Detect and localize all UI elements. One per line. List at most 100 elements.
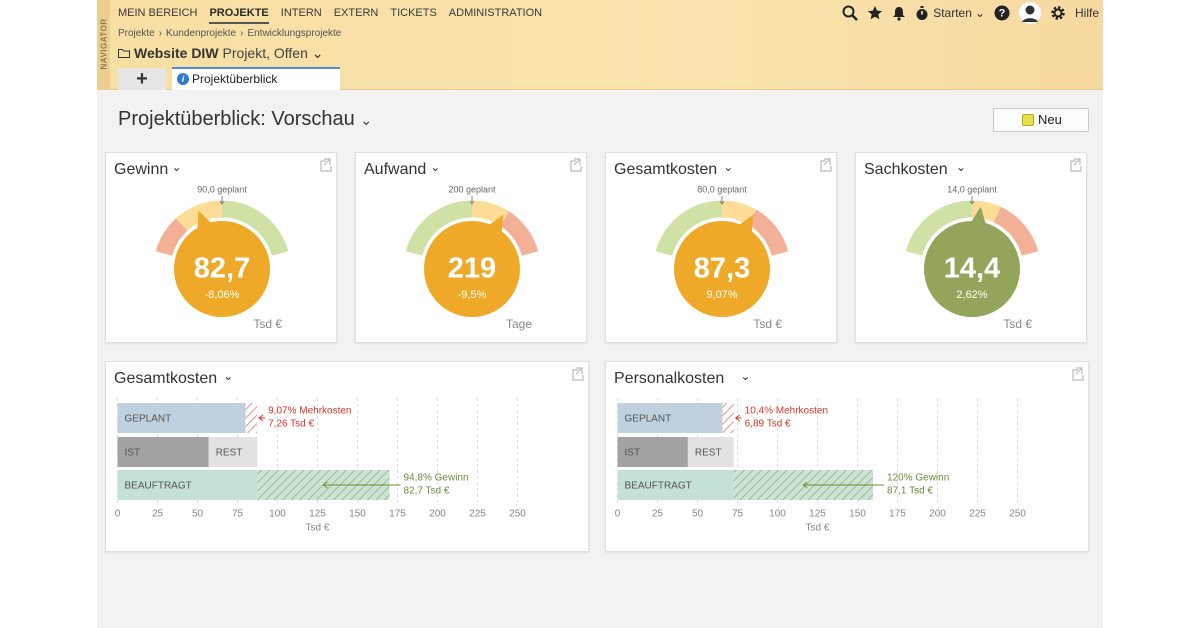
- chevron: ⌄: [172, 160, 182, 174]
- annotation: 9,07% Mehrkosten: [268, 406, 351, 417]
- main-nav: MEIN BEREICH PROJEKTE INTERN EXTERN TICK…: [118, 7, 542, 24]
- gauge-delta: 2,62%: [956, 289, 987, 301]
- annotation: 82,7 Tsd €: [404, 486, 450, 497]
- bar-segment: [617, 470, 734, 500]
- gauge-card: Gewinn ⌄ 90,0 geplant 82,7 -8,06% Tsd €: [105, 152, 337, 343]
- gauge-zone: [747, 209, 789, 257]
- x-axis-label: Tsd €: [806, 523, 830, 534]
- nav-item[interactable]: TICKETS: [390, 7, 437, 19]
- start-menu[interactable]: Starten: [933, 6, 972, 20]
- x-tick-label: 150: [849, 509, 866, 520]
- star-icon[interactable]: [867, 5, 883, 21]
- bar-segment: [208, 437, 258, 467]
- x-tick-label: 0: [115, 509, 121, 520]
- chevron: ⌄: [723, 160, 733, 174]
- segment-label: GEPLANT: [625, 414, 672, 425]
- project-title[interactable]: Website DIW Projekt, Offen ⌄: [118, 45, 324, 62]
- annotation-arrow: [258, 414, 266, 422]
- x-tick-label: 125: [809, 509, 826, 520]
- chevron: ⌄: [956, 160, 966, 174]
- tab[interactable]: i Projektüberblick: [172, 67, 340, 90]
- chevron: ⌄: [740, 369, 750, 383]
- card-title: Personalkosten: [614, 370, 724, 387]
- header: NAVIGATOR MEIN BEREICH PROJEKTE INTERN E…: [97, 0, 1103, 90]
- page-title[interactable]: Projektüberblick: Vorschau ⌄: [118, 108, 372, 131]
- new-icon: [1022, 114, 1034, 126]
- navigator[interactable]: NAVIGATOR: [97, 0, 110, 90]
- annotation: 94,8% Gewinn: [404, 473, 469, 484]
- settings-icon[interactable]: [1050, 5, 1066, 21]
- nav-item[interactable]: PROJEKTE: [209, 7, 269, 24]
- nav-item[interactable]: EXTERN: [333, 7, 379, 19]
- folder-icon: [118, 49, 130, 58]
- gauge-value: 14,4: [944, 253, 1000, 285]
- x-tick-label: 75: [732, 509, 744, 520]
- x-tick-label: 250: [509, 509, 526, 520]
- bar-segment: [117, 470, 258, 500]
- card-title: Gewinn: [114, 161, 168, 178]
- x-tick-label: 125: [309, 509, 326, 520]
- x-tick-label: 200: [429, 509, 446, 520]
- gauge-card: Aufwand ⌄ 200 geplant 219 -9,5% Tage: [355, 152, 587, 343]
- stopwatch-icon[interactable]: [915, 5, 929, 21]
- gauge-zone: [405, 200, 473, 257]
- x-tick-label: 50: [692, 509, 704, 520]
- planned-label: 200 geplant: [448, 184, 496, 194]
- page-title-text: Projektüberblick: Vorschau: [118, 108, 355, 130]
- search-icon[interactable]: [842, 5, 859, 21]
- help-icon[interactable]: ?: [994, 5, 1010, 21]
- breadcrumb-item[interactable]: Kundenprojekte: [159, 28, 236, 39]
- planned-marker: [969, 196, 975, 205]
- tab-add[interactable]: +: [118, 68, 166, 90]
- gauge-unit: Tsd €: [753, 317, 782, 331]
- x-tick-label: 100: [769, 509, 786, 520]
- nav-item[interactable]: MEIN BEREICH: [118, 7, 198, 19]
- gauge: Aufwand ⌄ 200 geplant 219 -9,5% Tage: [364, 158, 582, 331]
- x-tick-label: 225: [969, 509, 986, 520]
- x-tick-label: 100: [269, 509, 286, 520]
- expand-icon: [320, 158, 332, 172]
- annotation: 6,89 Tsd €: [745, 419, 791, 430]
- bar-segment: [117, 403, 246, 433]
- gauge: Gewinn ⌄ 90,0 geplant 82,7 -8,06% Tsd €: [114, 158, 332, 331]
- gauge-delta: -9,5%: [458, 289, 487, 301]
- project-status: Projekt, Offen: [222, 45, 308, 61]
- annotation: 120% Gewinn: [887, 473, 949, 484]
- avatar[interactable]: [1018, 2, 1041, 24]
- info-icon: i: [177, 73, 189, 85]
- segment-label: IST: [125, 448, 141, 459]
- svg-text:?: ?: [999, 7, 1006, 19]
- gauge-unit: Tsd €: [1003, 317, 1032, 331]
- x-tick-label: 175: [889, 509, 906, 520]
- annotation-arrow: [734, 414, 742, 422]
- x-tick-label: 25: [152, 509, 164, 520]
- bar-segment: [245, 403, 258, 433]
- bar-segment: [722, 403, 734, 433]
- gauge-value: 87,3: [694, 253, 750, 285]
- chevron: ⌄: [974, 6, 985, 20]
- gauge-circle: [174, 221, 270, 317]
- expand-icon: [1070, 158, 1082, 172]
- gauge-value: 219: [448, 253, 496, 285]
- x-tick-label: 25: [652, 509, 664, 520]
- expand-icon: [1072, 367, 1084, 381]
- bell-icon[interactable]: [892, 5, 906, 21]
- annotation-arrow: [802, 481, 885, 489]
- x-tick-label: 150: [349, 509, 366, 520]
- tab-label: Projektüberblick: [192, 72, 278, 86]
- nav-item[interactable]: ADMINISTRATION: [448, 7, 543, 19]
- card-title: Gesamtkosten: [614, 161, 717, 178]
- bar-chart: Gesamtkosten ⌄ 0 25 50 75 100 125 150 175 200 225 25…: [114, 367, 584, 534]
- breadcrumb-item[interactable]: Entwicklungsprojekte: [240, 28, 341, 39]
- annotation-arrow: [322, 481, 401, 489]
- gauge-zone: [905, 200, 973, 257]
- x-tick-label: 200: [929, 509, 946, 520]
- help-link[interactable]: Hilfe: [1074, 6, 1099, 20]
- gauge-card: Gesamtkosten ⌄ 80,0 geplant 87,3 9,07% Tsd €: [605, 152, 837, 343]
- breadcrumb-item[interactable]: Projekte: [118, 28, 155, 39]
- new-button[interactable]: Neu: [993, 108, 1089, 132]
- gauge-circle: [424, 221, 520, 317]
- nav-item[interactable]: INTERN: [280, 7, 322, 19]
- gauge-zone: [655, 200, 723, 257]
- bar-card: Gesamtkosten ⌄ 0 25 50 75 100 125 150 175 200 225 25…: [105, 361, 589, 552]
